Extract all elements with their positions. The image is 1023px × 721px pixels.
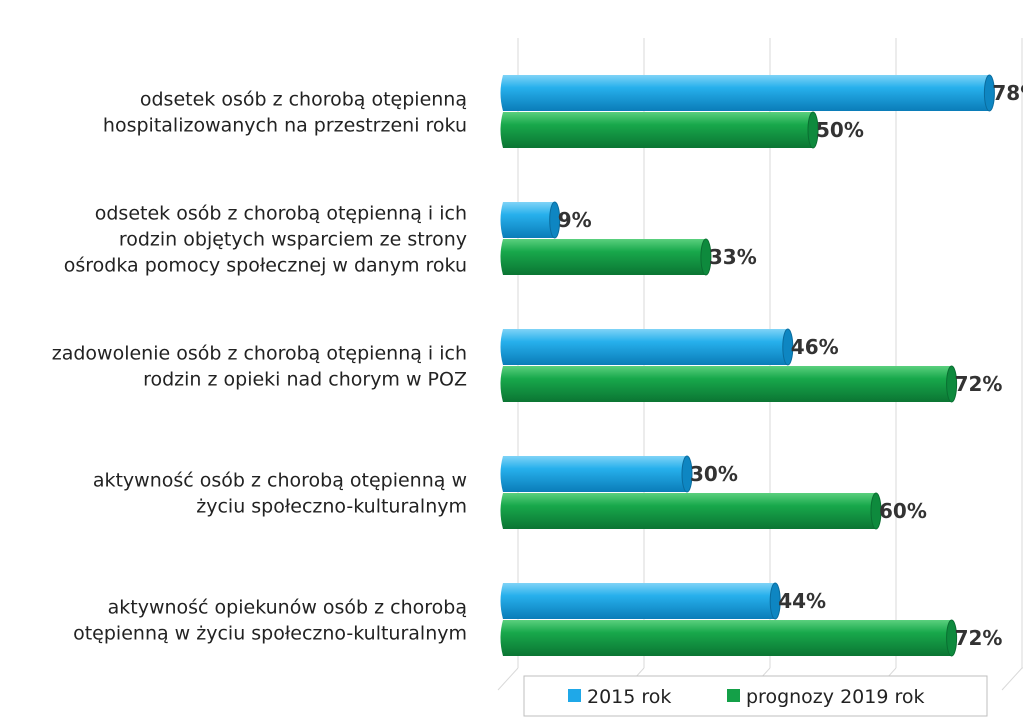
gridline-floor: [1001, 667, 1023, 691]
data-label: 60%: [879, 499, 927, 523]
bar-end-cap: [549, 201, 561, 239]
legend-swatch: [727, 689, 740, 702]
category-label: zadowolenie osób z chorobą otępienną i i…: [52, 343, 467, 365]
bar-end-cap: [681, 455, 693, 493]
category-labels: odsetek osób z chorobą otępienną hospital…: [52, 89, 467, 645]
bar-series-2-cat-4: [500, 493, 880, 529]
data-label: 33%: [709, 245, 757, 269]
bar-end-cap: [870, 492, 882, 530]
bar-series-1-cat-4: [500, 456, 691, 492]
data-label: 72%: [955, 626, 1003, 650]
category-label: aktywność osób z chorobą otępienną w: [93, 470, 467, 492]
category-label: rodzin objętych wsparciem ze strony: [119, 229, 467, 251]
category-label: rodzin z opieki nad chorym w POZ: [143, 369, 467, 391]
bar-series-1-cat-5: [500, 583, 779, 619]
data-label: 30%: [690, 462, 738, 486]
bar-end-cap: [946, 619, 958, 657]
legend-box: [523, 675, 988, 717]
legend: 2015 rok prognozy 2019 rok: [523, 675, 988, 717]
data-label: 50%: [816, 118, 864, 142]
legend-swatch: [568, 689, 581, 702]
bar-end-cap: [946, 365, 958, 403]
bar-series-2-cat-5: [500, 620, 956, 656]
category-label: odsetek osób z chorobą otępienną: [140, 89, 467, 111]
bar-end-cap: [807, 111, 819, 149]
bar-end-cap: [983, 74, 995, 112]
gridline-floor: [497, 667, 519, 691]
bar-series-2-cat-1: [500, 112, 817, 148]
value-labels: 78% 50% 9% 33% 46% 72% 30% 60% 44% 72%: [558, 81, 1023, 650]
bar-series-1-cat-3: [500, 329, 792, 365]
data-label: 46%: [791, 335, 839, 359]
legend-entry: 2015 rok: [587, 686, 671, 708]
data-label: 78%: [992, 81, 1023, 105]
category-label: życiu społeczno-kulturalnym: [196, 496, 467, 518]
data-label: 44%: [778, 589, 826, 613]
bar-end-cap: [769, 582, 781, 620]
legend-entry: prognozy 2019 rok: [746, 686, 924, 708]
bar-end-cap: [700, 238, 712, 276]
category-label: otępienną w życiu społeczno-kulturalnym: [73, 623, 467, 645]
bar-series-1-cat-2: [500, 202, 559, 238]
category-label: ośrodka pomocy społecznej w danym roku: [64, 255, 467, 277]
category-label: odsetek osób z chorobą otępienną i ich: [95, 203, 467, 225]
bar-series-1-cat-1: [500, 75, 993, 111]
category-label: hospitalizowanych na przestrzeni roku: [103, 115, 467, 137]
data-label: 72%: [955, 372, 1003, 396]
category-label: aktywność opiekunów osób z chorobą: [108, 597, 467, 619]
bars: [500, 74, 995, 657]
bar-series-2-cat-2: [500, 239, 710, 275]
bar-series-2-cat-3: [500, 366, 956, 402]
data-label: 9%: [558, 208, 592, 232]
bar-end-cap: [782, 328, 794, 366]
